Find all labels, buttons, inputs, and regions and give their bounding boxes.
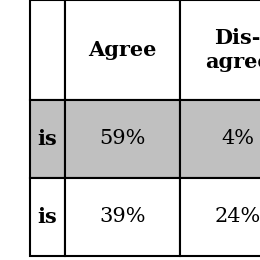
Text: Agree: Agree (88, 40, 157, 60)
Bar (30, 100, 65, 178)
Text: 59%: 59% (99, 129, 146, 148)
Bar (30, 178, 65, 256)
Bar (65, 0, 180, 100)
Text: 39%: 39% (99, 207, 146, 226)
Text: is: is (38, 129, 57, 149)
Text: 4%: 4% (221, 129, 254, 148)
Bar (180, 0, 260, 100)
Bar (180, 178, 260, 256)
Text: Dis-
agree: Dis- agree (205, 28, 260, 72)
Text: 24%: 24% (214, 207, 260, 226)
Bar (65, 178, 180, 256)
Bar (30, 0, 65, 100)
Bar (65, 100, 180, 178)
Text: is: is (38, 207, 57, 227)
Bar (180, 100, 260, 178)
